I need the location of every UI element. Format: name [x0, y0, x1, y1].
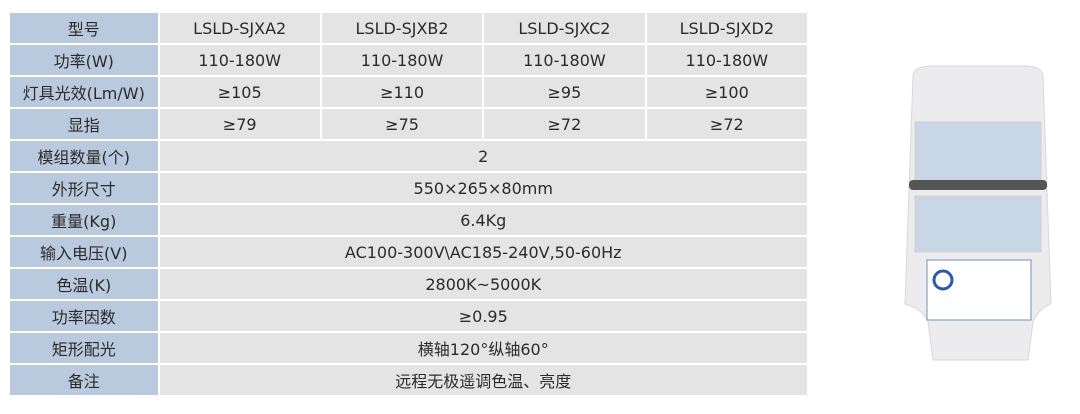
row-header: 功率(W) [8, 43, 160, 77]
cell: 远程无极遥调色温、亮度 [157, 363, 809, 397]
row-header: 外形尺寸 [8, 171, 160, 205]
row-header: 重量(Kg) [8, 203, 160, 237]
led-module-icon [914, 195, 1042, 253]
cell: ≥105 [157, 75, 322, 109]
model-cell: LSLD-SJXA2 [157, 11, 322, 45]
row-header: 显指 [8, 107, 160, 141]
cell: ≥79 [157, 107, 322, 141]
table-row: 型号 LSLD-SJXA2 LSLD-SJXB2 LSLD-SJXC2 LSLD… [8, 11, 810, 45]
led-module-icon [914, 121, 1042, 181]
row-header: 矩形配光 [8, 331, 160, 365]
cell: AC100-300V\AC185-240V,50-60Hz [157, 235, 809, 269]
table-row: 矩形配光 横轴120°纵轴60° [8, 331, 809, 365]
table-row: 输入电压(V) AC100-300V\AC185-240V,50-60Hz [8, 235, 809, 269]
table-row: 灯具光效(Lm/W) ≥105 ≥110 ≥95 ≥100 [8, 75, 810, 109]
cell: ≥0.95 [157, 299, 809, 333]
row-header: 备注 [8, 363, 160, 397]
table-row: 外形尺寸 550×265×80mm [8, 171, 809, 205]
model-cell: LSLD-SJXD2 [644, 11, 810, 45]
cell: 6.4Kg [157, 203, 809, 237]
cell: 横轴120°纵轴60° [157, 331, 809, 365]
cell: ≥75 [319, 107, 485, 141]
model-cell: LSLD-SJXC2 [482, 11, 647, 45]
model-cell: LSLD-SJXB2 [319, 11, 485, 45]
table-row: 功率因数 ≥0.95 [8, 299, 809, 333]
table-row: 功率(W) 110-180W 110-180W 110-180W 110-180… [8, 43, 810, 77]
row-header: 灯具光效(Lm/W) [8, 75, 160, 109]
cell: 110-180W [482, 43, 647, 77]
cell: ≥110 [319, 75, 485, 109]
row-header: 型号 [8, 11, 160, 45]
table-row: 备注 远程无极遥调色温、亮度 [8, 363, 809, 397]
spec-table: 型号 LSLD-SJXA2 LSLD-SJXB2 LSLD-SJXC2 LSLD… [8, 11, 810, 397]
cell: ≥72 [482, 107, 647, 141]
cell: ≥100 [644, 75, 810, 109]
street-light-image [904, 65, 1052, 361]
cell: 550×265×80mm [157, 171, 809, 205]
table-row: 显指 ≥79 ≥75 ≥72 ≥72 [8, 107, 810, 141]
cell: ≥72 [644, 107, 810, 141]
table-row: 色温(K) 2800K~5000K [8, 267, 809, 301]
cell: 110-180W [157, 43, 322, 77]
cell: 2 [157, 139, 809, 173]
vent-icon [909, 180, 1047, 190]
cell: ≥95 [482, 75, 647, 109]
cell: 110-180W [319, 43, 485, 77]
row-header: 模组数量(个) [8, 139, 160, 173]
table-row: 重量(Kg) 6.4Kg [8, 203, 809, 237]
row-header: 功率因数 [8, 299, 160, 333]
row-header: 色温(K) [8, 267, 160, 301]
table-row: 模组数量(个) 2 [8, 139, 809, 173]
row-header: 输入电压(V) [8, 235, 160, 269]
cell: 110-180W [644, 43, 810, 77]
cell: 2800K~5000K [157, 267, 809, 301]
